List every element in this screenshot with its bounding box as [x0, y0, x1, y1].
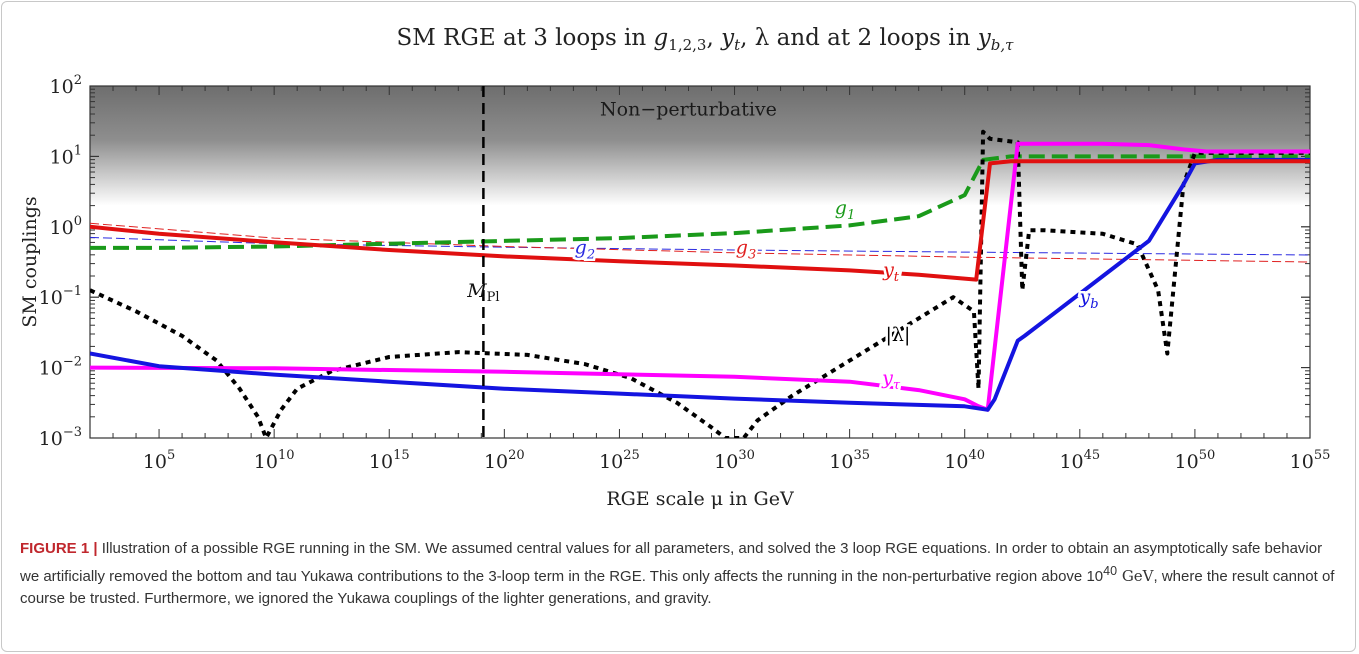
title-lambda: λ — [755, 25, 770, 51]
series-label-g1: g1 — [835, 197, 855, 223]
caption-text-b: , where the result cannot of course be t… — [20, 568, 1335, 607]
series-label-g3: g3 — [736, 237, 756, 263]
x-tick-label: 1055 — [1290, 448, 1331, 473]
caption-text-a: Illustration of a possible RGE running i… — [20, 540, 1323, 585]
plot-frame — [89, 85, 1311, 439]
x-axis-label: RGE scale μ in GeV — [606, 488, 794, 510]
rge-chart: SM RGE at 3 loops in g1,2,3, yt, λ and a… — [19, 25, 1331, 510]
title-g: g — [654, 25, 669, 51]
x-tick-label: 1015 — [369, 448, 410, 473]
non-perturbative-region — [90, 86, 1310, 206]
x-tick-labels: 105 1010 1015 1020 1025 1030 1035 1040 1045 1050 1… — [143, 448, 1331, 473]
non-perturbative-label: Non−perturbative — [600, 99, 777, 121]
y-tick-label: 102 — [50, 73, 82, 98]
title-prefix: SM RGE at 3 loops in — [397, 25, 654, 51]
series-label-yb: yb — [1078, 286, 1098, 312]
x-tick-label: 1020 — [484, 448, 525, 473]
caption-unit: GeV — [1117, 567, 1154, 585]
y-tick-label: 10−3 — [39, 425, 82, 450]
series-layer — [90, 129, 1310, 438]
x-tick-label: 1025 — [599, 448, 640, 473]
series-label-g2: g2 — [575, 237, 595, 263]
y-tick-label: 101 — [50, 143, 82, 168]
y-tick-label: 10−1 — [39, 284, 82, 309]
x-tick-label: 1010 — [254, 448, 295, 473]
x-tick-label: 1045 — [1059, 448, 1100, 473]
x-tick-label: 1035 — [829, 448, 870, 473]
series-line-g2 — [90, 236, 1310, 256]
x-tick-label: 1040 — [944, 448, 985, 473]
x-tick-label: 105 — [143, 448, 175, 473]
title-yt-sub: t — [734, 36, 741, 54]
planck-mass-label: MPl — [466, 280, 499, 305]
series-label-ytau: yτ — [881, 367, 901, 393]
x-tick-label: 1030 — [714, 448, 755, 473]
title-ybt-sub: b,τ — [991, 36, 1014, 54]
chart-title: SM RGE at 3 loops in g1,2,3, yt, λ and a… — [397, 25, 1015, 54]
title-yt: y — [720, 25, 735, 51]
y-axis-label: SM couplings — [19, 196, 41, 327]
series-label-yt: yt — [882, 259, 900, 285]
title-ybt: y — [977, 25, 992, 51]
series-line-yt — [90, 159, 1310, 282]
y-tick-label: 10−2 — [39, 355, 82, 380]
axis-ticks — [89, 85, 1311, 439]
title-mid: and at 2 loops in — [769, 25, 977, 51]
y-tick-labels: 10−3 10−2 10−1 100 101 102 — [39, 73, 82, 450]
caption-exponent: 40 — [1103, 564, 1118, 578]
y-tick-label: 100 — [50, 214, 82, 239]
title-sep1: , — [706, 25, 721, 51]
figure-label: FIGURE 1 | — [20, 540, 98, 557]
title-g-sub: 1,2,3 — [668, 36, 706, 54]
title-sep2: , — [740, 25, 755, 51]
x-tick-label: 1050 — [1175, 448, 1216, 473]
figure-caption: FIGURE 1 | Illustration of a possible RG… — [20, 538, 1338, 610]
series-line-lambda — [90, 129, 1310, 438]
series-line-ytau — [90, 141, 1310, 412]
series-line-yb — [90, 157, 1310, 412]
series-label-lambda: |λ| — [886, 324, 911, 346]
